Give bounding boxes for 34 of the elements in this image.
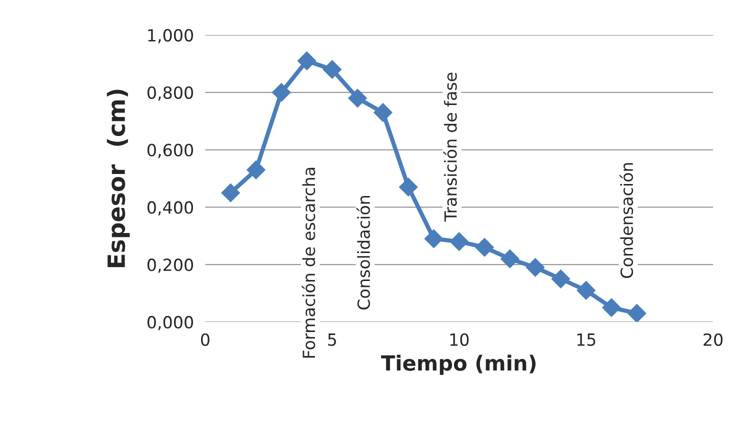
point [246, 160, 266, 180]
point [424, 229, 444, 248]
point [450, 232, 468, 251]
y-axis-title: Espesor (cm) [106, 90, 130, 268]
y-tick-label: 0,600 [148, 144, 194, 158]
point [322, 60, 342, 79]
point [551, 270, 570, 288]
x-tick-label: 5 [328, 334, 336, 346]
point [526, 258, 545, 277]
y-tick-label: 0,000 [148, 316, 194, 330]
y-tick-label: 0,400 [148, 201, 194, 216]
annotation: Condensación [620, 163, 634, 278]
point [602, 298, 621, 317]
x-tick-label: 10 [450, 333, 469, 346]
annotation: Formación de escarcha [302, 168, 316, 358]
annotation: Transición de fase [443, 72, 457, 222]
point [374, 103, 392, 122]
x-tick-label: 15 [577, 334, 596, 346]
point [297, 52, 316, 70]
point [576, 281, 596, 300]
x-tick-label: 20 [704, 333, 723, 346]
y-tick-label: 0,800 [148, 86, 194, 101]
point [628, 304, 646, 322]
annotation: Consolidación [356, 196, 370, 310]
x-tick-label: 0 [201, 333, 210, 346]
point [475, 238, 494, 257]
y-tick-label: 1,000 [148, 29, 194, 44]
point [348, 88, 367, 108]
x-axis-title: Tiempo (min) [381, 354, 536, 375]
y-tick-label: 0,200 [148, 258, 194, 273]
point [398, 178, 418, 196]
point [500, 249, 520, 268]
point [221, 183, 240, 202]
point [272, 83, 291, 102]
